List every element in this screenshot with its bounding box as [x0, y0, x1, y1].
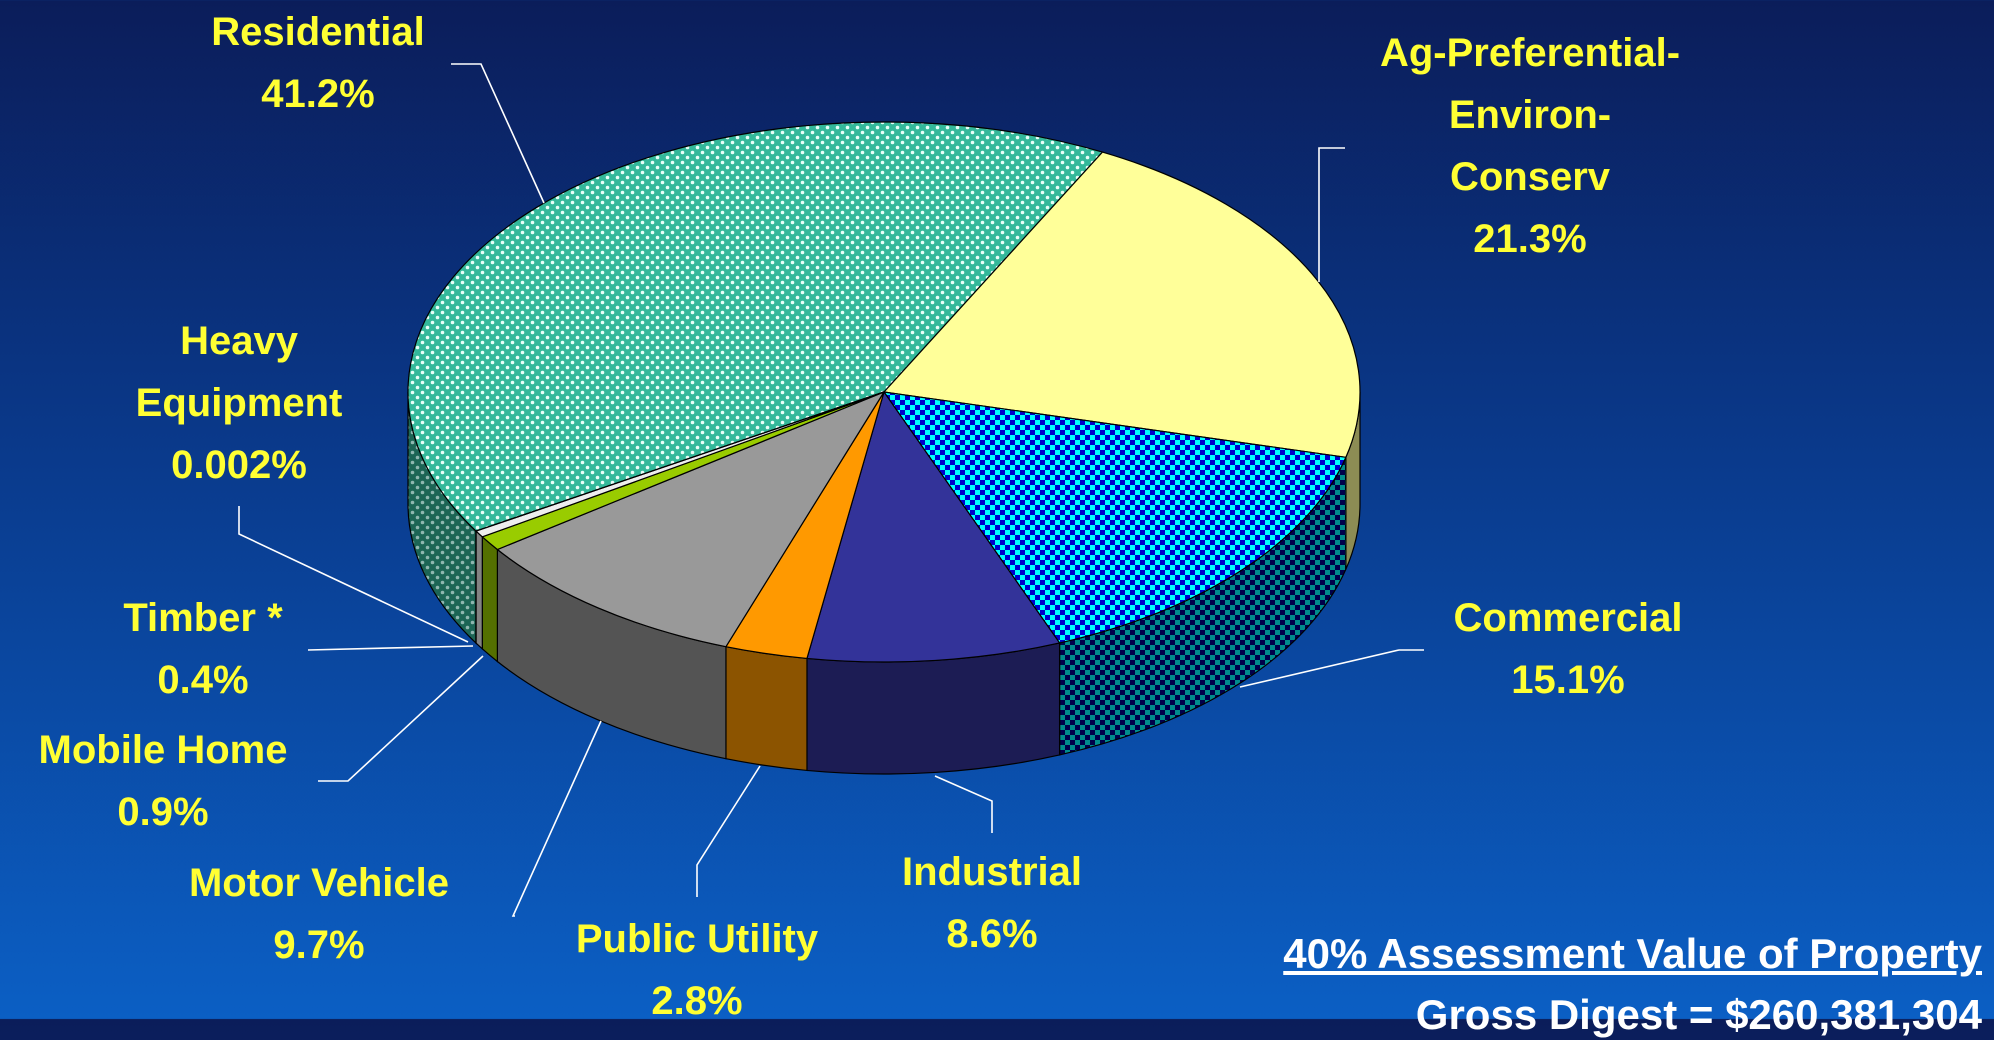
category-label: Heavy Equipment	[99, 310, 379, 434]
value-label: 8.6%	[862, 903, 1122, 965]
slice-side	[476, 531, 482, 649]
slice-side	[482, 537, 497, 662]
value-label: 2.8%	[537, 970, 857, 1032]
value-label: 9.7%	[149, 914, 489, 976]
slice-side	[726, 647, 807, 771]
category-label: Mobile Home	[0, 719, 333, 781]
leader-line	[513, 721, 601, 916]
annotation: 40% Assessment Value of Property	[1283, 929, 1982, 979]
leader-line	[318, 656, 483, 781]
annotation: Gross Digest = $260,381,304	[1416, 990, 1982, 1040]
slide: 40% Assessment Value of Property Gross D…	[0, 0, 1994, 1019]
category-label: Ag-Preferential-Environ-Conserv	[1375, 22, 1685, 208]
value-label: 0.9%	[0, 781, 333, 843]
pie	[408, 122, 1360, 774]
category-label: Public Utility	[537, 908, 857, 970]
leader-line	[935, 776, 992, 833]
category-label: Motor Vehicle	[149, 852, 489, 914]
leader-line	[697, 766, 760, 897]
value-label: 41.2%	[168, 63, 468, 125]
leader-line	[308, 646, 473, 650]
category-label: Industrial	[862, 841, 1122, 903]
slice-label: Timber *0.4%	[83, 587, 323, 711]
category-label: Timber *	[83, 587, 323, 649]
slice-side	[807, 643, 1060, 774]
value-label: 0.4%	[83, 649, 323, 711]
value-label: 21.3%	[1375, 208, 1685, 270]
leader-line	[1319, 148, 1345, 282]
value-label: 15.1%	[1408, 649, 1728, 711]
category-label: Residential	[168, 1, 468, 63]
category-label: Commercial	[1408, 587, 1728, 649]
value-label: 0.002%	[99, 434, 379, 496]
